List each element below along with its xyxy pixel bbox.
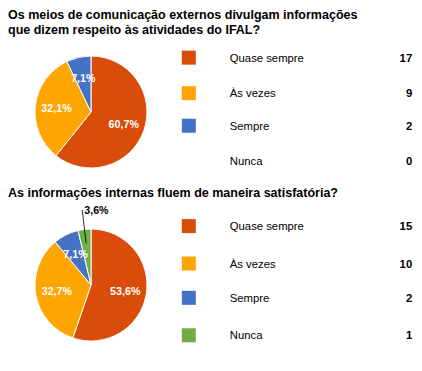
legend-count: 1	[406, 329, 412, 341]
legend-label: Quase sempre	[230, 52, 304, 64]
legend-swatch	[182, 86, 196, 100]
legend-swatch	[182, 291, 196, 305]
data-label: 7,1%	[63, 248, 88, 260]
pie: 60,7% 32,1% 7,1%	[35, 56, 147, 168]
legend-swatch	[182, 328, 196, 342]
pie-chart: Os meios de comunicação externos divulga…	[8, 8, 412, 168]
data-label: 53,6%	[110, 285, 141, 297]
legend: Quase sempre 17 Às vezes 9 Sempre 2 Nunca 0	[182, 51, 412, 168]
data-label: 60,7%	[109, 118, 140, 130]
legend-count: 10	[400, 258, 413, 270]
data-label: 7,1%	[71, 72, 96, 84]
legend-count: 9	[406, 87, 412, 99]
legend-count: 15	[400, 220, 413, 232]
legend-label: Às vezes	[230, 87, 276, 99]
legend-label: Às vezes	[230, 258, 276, 270]
legend-label: Nunca	[230, 155, 263, 167]
legend-count: 2	[406, 120, 412, 132]
pie-chart: As informações internas fluem de maneira…	[8, 186, 412, 342]
data-label: 32,7%	[42, 285, 73, 297]
legend-label: Sempre	[230, 292, 270, 304]
legend-swatch	[182, 257, 196, 271]
legend-count: 17	[400, 52, 413, 64]
data-label: 3,6%	[84, 204, 109, 216]
chart-title: que dizem respeito às atividades do IFAL…	[8, 23, 260, 37]
data-label: 32,1%	[41, 102, 72, 114]
legend-label: Nunca	[230, 329, 263, 341]
chart-canvas: Os meios de comunicação externos divulga…	[0, 0, 422, 371]
chart-title: Os meios de comunicação externos divulga…	[8, 8, 357, 22]
legend-label: Sempre	[230, 120, 270, 132]
legend: Quase sempre 15 Às vezes 10 Sempre 2 Nunca 1	[182, 219, 412, 342]
chart-title: As informações internas fluem de maneira…	[8, 186, 338, 200]
legend-swatch	[182, 219, 196, 233]
legend-label: Quase sempre	[230, 220, 304, 232]
pie: 53,6% 32,7% 7,1% 3,6%	[35, 204, 147, 341]
legend-count: 2	[406, 292, 412, 304]
legend-swatch	[182, 119, 196, 133]
pie-slice	[35, 242, 91, 338]
legend-swatch	[182, 51, 196, 65]
legend-count: 0	[406, 155, 412, 167]
